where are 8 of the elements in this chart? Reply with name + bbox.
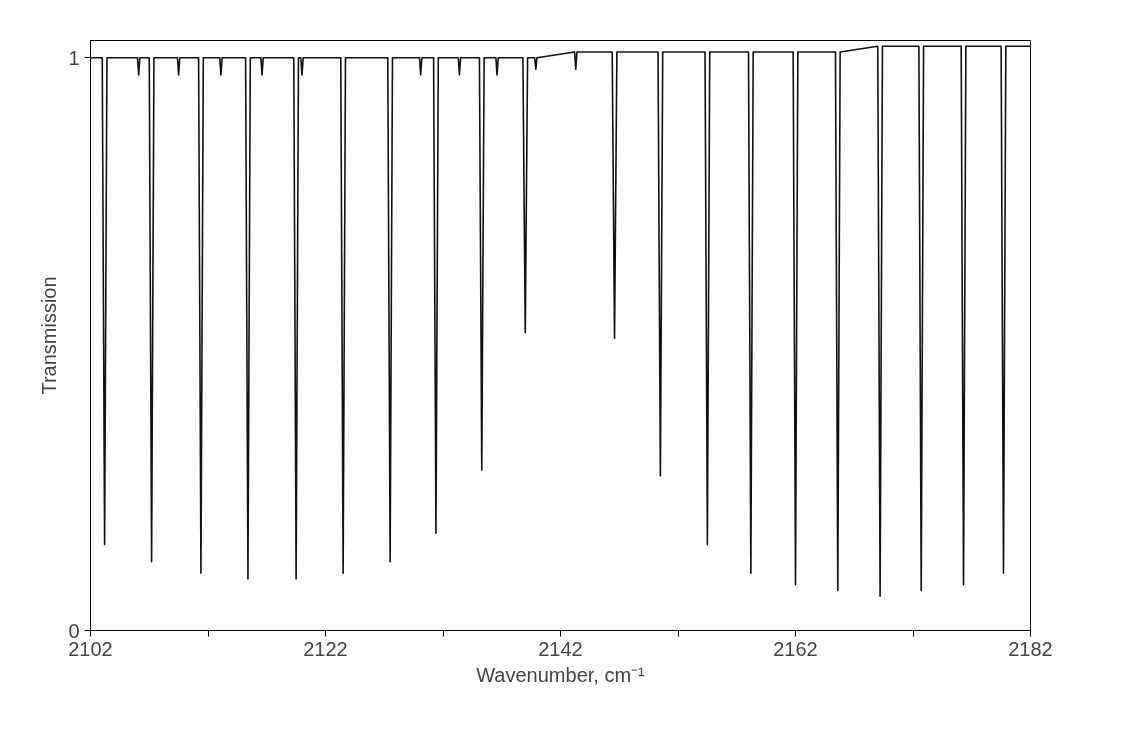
x-tick-label: 2142 xyxy=(538,637,583,660)
y-axis-title: Transmission xyxy=(38,276,61,395)
x-tick-label: 2162 xyxy=(773,637,818,660)
x-tick-label: 2122 xyxy=(303,637,348,660)
x-axis-title: Wavenumber, cm⁻¹ xyxy=(476,663,646,686)
line-series xyxy=(90,45,1031,597)
x-tick-label: 2182 xyxy=(1008,637,1053,660)
y-tick-label: 1 xyxy=(68,46,80,69)
